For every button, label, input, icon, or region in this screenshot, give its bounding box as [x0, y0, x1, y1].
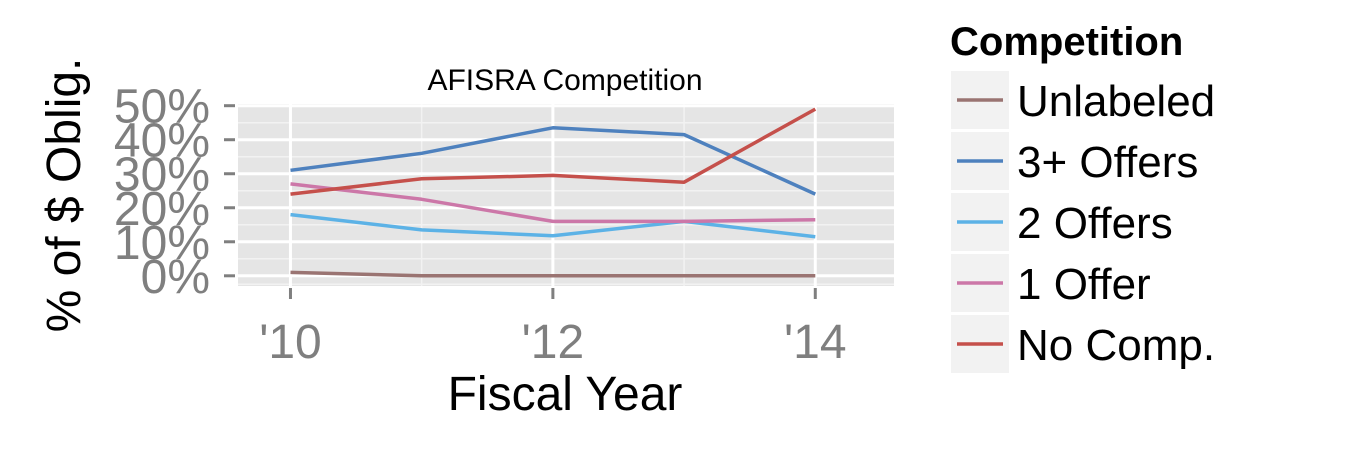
legend-item-1-offer: 1 Offer: [951, 254, 1151, 312]
legend-item-no-comp: No Comp.: [951, 315, 1215, 373]
y-axis-label: % of $ Oblig.: [38, 58, 91, 333]
major-gridlines: [238, 104, 894, 286]
legend-items: Unlabeled 3+ Offers 2 Offers 1 Offer No Comp…: [951, 71, 1215, 373]
legend-label: 2 Offers: [1017, 199, 1173, 248]
legend: Competition Unlabeled 3+ Offers 2 Offers 1 …: [950, 20, 1215, 373]
legend-label: Unlabeled: [1017, 77, 1215, 126]
y-tick-label: 10%: [114, 217, 210, 270]
legend-title: Competition: [950, 20, 1183, 64]
y-tick-label: 50%: [114, 81, 210, 134]
y-tick-label: 20%: [114, 183, 210, 236]
chart-title: AFISRA Competition: [427, 64, 702, 97]
series-line-1-offer: [290, 182, 816, 224]
y-axis: 0%10%20%30%40%50%: [114, 81, 235, 304]
legend-item-3-offers: 3+ Offers: [951, 132, 1198, 190]
x-tick-label: '12: [522, 316, 585, 369]
series-line-3-offers: [290, 126, 817, 196]
series-line-no-comp: [290, 107, 817, 196]
x-axis: '10 '12 '14: [259, 288, 847, 369]
y-tick-label: 30%: [114, 149, 210, 202]
plot-panel: [238, 104, 894, 286]
legend-label: 3+ Offers: [1017, 138, 1198, 187]
legend-item-unlabeled: Unlabeled: [951, 71, 1215, 129]
x-tick-label: '10: [259, 316, 322, 369]
x-tick-label: '14: [784, 316, 847, 369]
series-line-unlabeled: [290, 270, 816, 278]
y-tick-label: 40%: [114, 115, 210, 168]
series-lines: [290, 107, 817, 278]
legend-label: No Comp.: [1017, 321, 1215, 370]
y-tick-label: 0%: [141, 251, 210, 304]
legend-item-2-offers: 2 Offers: [951, 193, 1173, 251]
series-line-2-offers: [290, 212, 816, 239]
x-axis-label: Fiscal Year: [448, 368, 683, 421]
legend-label: 1 Offer: [1017, 260, 1151, 309]
